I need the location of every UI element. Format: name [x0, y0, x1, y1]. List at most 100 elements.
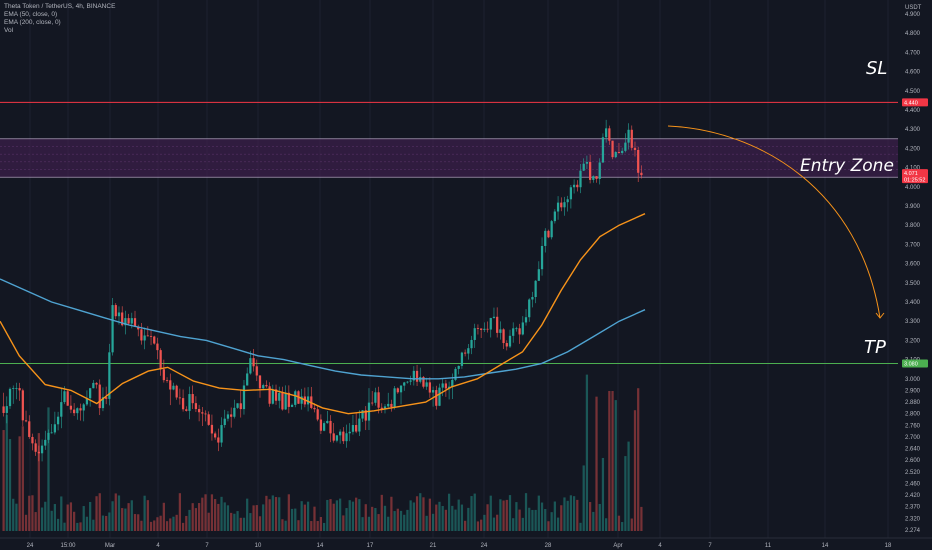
candle-body[interactable] — [217, 437, 220, 443]
candle-body[interactable] — [617, 152, 621, 153]
candle-body[interactable] — [24, 420, 28, 422]
candle-body[interactable] — [313, 407, 316, 410]
candle-body[interactable] — [454, 368, 457, 380]
candle-body[interactable] — [556, 202, 560, 212]
candle-body[interactable] — [326, 420, 329, 424]
candle-body[interactable] — [431, 390, 435, 393]
candle-body[interactable] — [165, 380, 169, 381]
candle-body[interactable] — [489, 317, 492, 330]
candle-body[interactable] — [188, 394, 191, 411]
candle-body[interactable] — [207, 414, 210, 425]
candle-body[interactable] — [598, 162, 601, 179]
candle-body[interactable] — [399, 385, 403, 393]
candle-body[interactable] — [406, 381, 409, 383]
candle-body[interactable] — [274, 389, 278, 401]
candle-body[interactable] — [28, 421, 31, 437]
candle-body[interactable] — [108, 352, 111, 399]
candle-body[interactable] — [611, 140, 614, 158]
candle-body[interactable] — [105, 397, 108, 399]
candle-body[interactable] — [422, 376, 425, 387]
candle-body[interactable] — [322, 423, 326, 431]
candle-body[interactable] — [585, 161, 589, 164]
candle-body[interactable] — [56, 416, 60, 425]
legend-vol[interactable]: Vol — [4, 27, 14, 34]
candle-body[interactable] — [156, 343, 159, 351]
candle-body[interactable] — [236, 403, 239, 408]
candle-body[interactable] — [342, 431, 345, 442]
candle-body[interactable] — [457, 365, 460, 369]
candle-body[interactable] — [537, 269, 540, 281]
candle-body[interactable] — [582, 163, 585, 171]
candle-body[interactable] — [505, 343, 508, 347]
candle-body[interactable] — [175, 385, 178, 398]
candle-body[interactable] — [592, 176, 595, 180]
candle-body[interactable] — [332, 433, 335, 441]
ema50-line[interactable] — [0, 213, 646, 415]
candle-body[interactable] — [460, 352, 464, 366]
candle-body[interactable] — [300, 396, 303, 404]
candle-body[interactable] — [614, 152, 617, 158]
candle-body[interactable] — [197, 409, 201, 413]
candle-body[interactable] — [72, 409, 76, 414]
candle-body[interactable] — [393, 388, 396, 408]
candle-body[interactable] — [172, 385, 175, 390]
candle-body[interactable] — [85, 398, 89, 405]
candle-body[interactable] — [140, 329, 143, 341]
candle-body[interactable] — [242, 385, 246, 410]
candle-body[interactable] — [595, 176, 598, 179]
candle-body[interactable] — [60, 402, 63, 417]
candle-body[interactable] — [329, 420, 332, 434]
candle-body[interactable] — [5, 406, 8, 413]
candle-body[interactable] — [255, 366, 258, 376]
candle-body[interactable] — [351, 425, 355, 432]
candle-body[interactable] — [69, 405, 73, 410]
entry-zone-box[interactable] — [0, 138, 898, 178]
candle-body[interactable] — [66, 391, 69, 406]
candle-body[interactable] — [390, 403, 393, 408]
candle-body[interactable] — [464, 352, 467, 354]
candle-body[interactable] — [640, 172, 643, 176]
candle-body[interactable] — [534, 280, 537, 298]
candle-body[interactable] — [499, 329, 502, 333]
ema200-line[interactable] — [0, 278, 646, 380]
candle-body[interactable] — [473, 328, 476, 340]
candle-body[interactable] — [178, 397, 181, 399]
candle-body[interactable] — [403, 382, 406, 386]
candle-body[interactable] — [185, 409, 188, 411]
candle-body[interactable] — [162, 369, 165, 381]
candle-body[interactable] — [319, 419, 323, 431]
candle-body[interactable] — [18, 388, 21, 391]
legend-ema200[interactable]: EMA (200, close, 0) — [4, 19, 61, 26]
candle-body[interactable] — [265, 385, 268, 387]
candle-body[interactable] — [508, 335, 512, 347]
candle-body[interactable] — [339, 431, 342, 436]
candle-body[interactable] — [8, 388, 12, 407]
candle-body[interactable] — [435, 390, 438, 406]
candle-body[interactable] — [383, 406, 387, 410]
candle-body[interactable] — [146, 335, 149, 337]
candle-body[interactable] — [512, 328, 515, 336]
candle-body[interactable] — [98, 384, 101, 409]
candle-body[interactable] — [294, 391, 297, 405]
candle-body[interactable] — [358, 418, 361, 432]
candle-body[interactable] — [239, 403, 242, 410]
candle-body[interactable] — [371, 402, 374, 404]
candle-body[interactable] — [79, 408, 82, 411]
candle-body[interactable] — [159, 350, 162, 370]
candle-body[interactable] — [345, 433, 348, 442]
candle-body[interactable] — [579, 170, 582, 188]
candle-body[interactable] — [271, 389, 274, 404]
candle-body[interactable] — [226, 414, 230, 419]
candle-body[interactable] — [316, 409, 319, 420]
candle-body[interactable] — [40, 445, 44, 454]
candle-body[interactable] — [425, 382, 428, 387]
candle-body[interactable] — [290, 404, 294, 407]
candle-body[interactable] — [569, 187, 573, 200]
candle-body[interactable] — [572, 184, 576, 188]
candle-body[interactable] — [624, 142, 627, 151]
candle-body[interactable] — [374, 392, 377, 403]
candle-body[interactable] — [486, 328, 489, 330]
candle-body[interactable] — [210, 424, 214, 434]
candle-body[interactable] — [438, 387, 441, 406]
candle-body[interactable] — [149, 336, 153, 337]
